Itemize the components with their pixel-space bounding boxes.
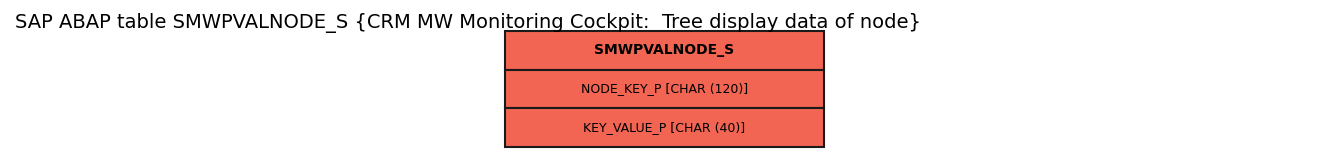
Text: SAP ABAP table SMWPVALNODE_S {CRM MW Monitoring Cockpit:  Tree display data of n: SAP ABAP table SMWPVALNODE_S {CRM MW Mon…: [15, 13, 921, 33]
FancyBboxPatch shape: [505, 108, 824, 147]
FancyBboxPatch shape: [505, 69, 824, 108]
Text: KEY_VALUE_P [CHAR (40)]: KEY_VALUE_P [CHAR (40)]: [583, 121, 746, 134]
Text: SMWPVALNODE_S: SMWPVALNODE_S: [594, 43, 735, 57]
Text: NODE_KEY_P [CHAR (120)]: NODE_KEY_P [CHAR (120)]: [581, 82, 748, 96]
FancyBboxPatch shape: [505, 31, 824, 69]
